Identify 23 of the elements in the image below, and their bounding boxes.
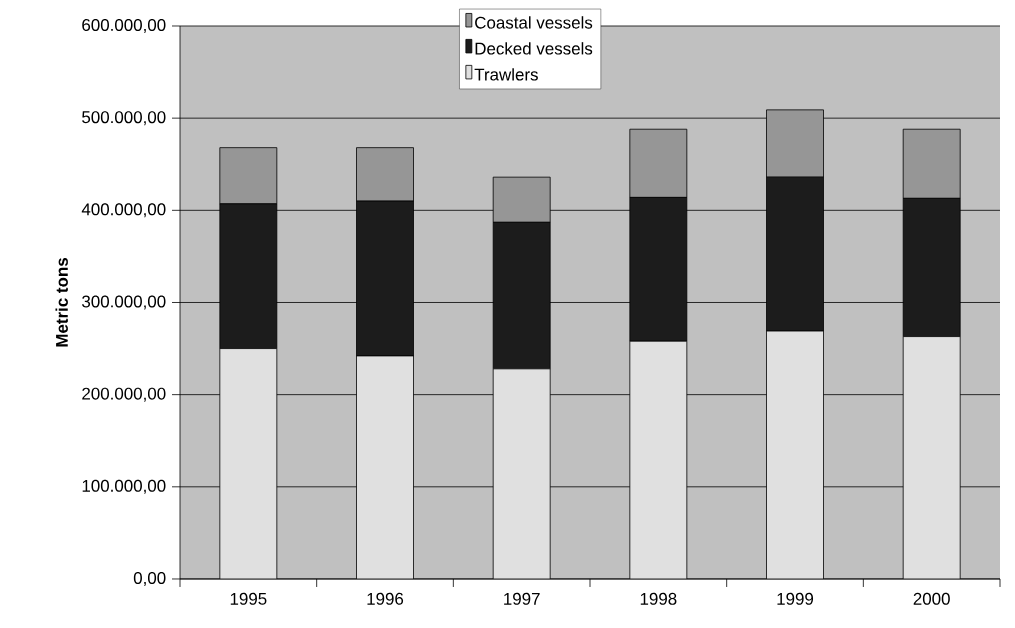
bar — [902, 336, 961, 579]
x-tick-label: 1998 — [640, 592, 677, 605]
bar — [766, 330, 824, 579]
legend-label: Coastal vessels — [475, 16, 593, 29]
x-tick-label: 1999 — [777, 592, 814, 605]
legend-label: Decked vessels — [475, 42, 593, 55]
legend-label: Trawlers — [474, 68, 538, 81]
y-tick-label: 400.000,00 — [81, 203, 166, 218]
bar — [629, 340, 688, 579]
x-tick-label: 1997 — [504, 592, 540, 605]
y-tick-label: 200.000,00 — [82, 387, 166, 402]
x-tick-label: 1996 — [367, 592, 404, 605]
y-tick-label: 300.000,00 — [82, 295, 166, 310]
bar — [492, 368, 551, 579]
y-tick-label: 100.000,00 — [82, 479, 166, 494]
y-tick-label: 0,00 — [133, 571, 166, 586]
y-tick-label: 500.000,00 — [82, 111, 166, 126]
x-tick-label: 2000 — [913, 592, 950, 605]
bar — [219, 348, 278, 579]
y-axis-title: Metric tons — [55, 258, 68, 347]
x-tick-label: 1995 — [230, 592, 267, 605]
bar — [356, 355, 414, 579]
y-tick-label: 600.000,00 — [82, 18, 166, 33]
